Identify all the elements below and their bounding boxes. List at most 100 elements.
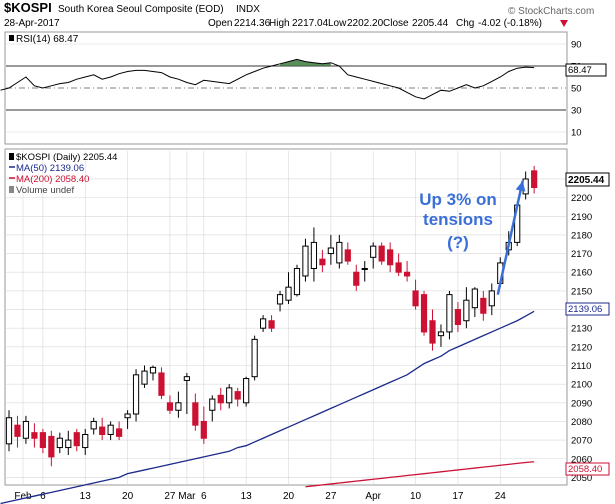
rsi-last-value-tag: 68.47 xyxy=(565,63,607,77)
x-tick-label: 24 xyxy=(495,491,507,502)
close-value: 2205.44 xyxy=(412,18,449,29)
candle xyxy=(463,287,470,329)
y-tick-label: 2150 xyxy=(571,286,592,297)
x-tick-label: 13 xyxy=(80,491,92,502)
candle xyxy=(200,406,207,444)
y-tick-label: 2120 xyxy=(571,342,592,353)
candle xyxy=(412,279,419,310)
volume-legend-swatch xyxy=(9,186,14,193)
y-tick-label: 2110 xyxy=(571,361,591,372)
candle xyxy=(90,417,97,435)
candle xyxy=(336,234,343,269)
candle xyxy=(116,421,123,441)
watermark: © StockCharts.com xyxy=(508,6,594,17)
ma200-line xyxy=(305,461,535,488)
candle xyxy=(268,315,275,332)
y-tick-label: 2180 xyxy=(571,230,592,241)
candle xyxy=(531,165,538,194)
candle xyxy=(73,428,80,452)
open-label: Open xyxy=(208,18,232,29)
candle xyxy=(65,430,72,456)
candle xyxy=(437,324,445,347)
candle xyxy=(141,365,148,388)
candle xyxy=(319,249,326,273)
open-value: 2214.36 xyxy=(234,18,271,29)
low-label: Low xyxy=(328,18,347,29)
ma50-line xyxy=(0,310,535,504)
candle xyxy=(14,415,21,448)
y-tick-label: 2170 xyxy=(571,249,592,260)
candle xyxy=(158,367,165,400)
x-tick-label: 20 xyxy=(283,491,295,502)
candle xyxy=(5,410,13,452)
ma50-value-tag: 2139.06 xyxy=(565,302,610,316)
annotation-line-3: (?) xyxy=(447,233,469,252)
candle xyxy=(175,391,182,418)
header-date: 28-Apr-2017 xyxy=(4,18,60,29)
svg-text:2205.44: 2205.44 xyxy=(568,175,605,186)
svg-text:2139.06: 2139.06 xyxy=(568,304,602,315)
rsi-line xyxy=(0,58,535,100)
y-tick-label: 2130 xyxy=(571,324,592,335)
candle xyxy=(82,428,89,456)
rsi-tick-label: 10 xyxy=(571,128,582,139)
price-panel-frame xyxy=(4,148,568,486)
candle xyxy=(327,234,334,265)
candle xyxy=(310,227,318,282)
rsi-tick-label: 90 xyxy=(571,40,582,51)
annotation-arrow xyxy=(496,180,526,295)
x-tick-label: 17 xyxy=(452,491,464,502)
y-tick-label: 2070 xyxy=(571,436,592,447)
rsi-tick-label: 50 xyxy=(571,84,582,95)
candle xyxy=(132,369,140,422)
candle xyxy=(48,430,55,467)
candle xyxy=(480,290,487,321)
candle xyxy=(446,290,453,340)
rsi-tick-label: 30 xyxy=(571,106,582,117)
candle xyxy=(183,372,190,414)
last-price-tag: 2205.44 xyxy=(565,172,610,187)
candle xyxy=(387,242,394,273)
candle xyxy=(471,287,478,317)
price-legend-main: $KOSPI (Daily) 2205.44 xyxy=(16,152,117,163)
volume-legend-label: Volume undef xyxy=(16,185,74,196)
low-value: 2202.20 xyxy=(347,18,384,29)
svg-text:68.47: 68.47 xyxy=(568,65,592,76)
candle xyxy=(192,393,199,431)
candle xyxy=(353,264,360,291)
candle xyxy=(234,387,241,407)
y-tick-label: 2190 xyxy=(571,212,592,223)
candle xyxy=(56,432,63,454)
y-tick-label: 2200 xyxy=(571,193,592,204)
y-tick-label: 2090 xyxy=(571,398,592,409)
annotation-line-1: Up 3% on xyxy=(419,190,496,209)
chg-label: Chg xyxy=(456,18,474,29)
x-tick-label: 13 xyxy=(241,491,253,502)
candle xyxy=(370,242,377,269)
candle xyxy=(243,376,250,407)
candle xyxy=(22,415,30,444)
candle xyxy=(403,261,411,282)
candle xyxy=(166,395,174,414)
x-tick-label: 27 xyxy=(325,491,337,502)
chg-value: -4.02 (-0.18%) xyxy=(478,18,542,29)
x-tick-label: Apr xyxy=(365,491,381,502)
y-tick-label: 2080 xyxy=(571,417,592,428)
ma200-value-tag: 2058.40 xyxy=(565,462,610,476)
candle xyxy=(226,384,233,409)
high-label: High xyxy=(269,18,290,29)
candle xyxy=(488,283,495,316)
x-tick-label: 6 xyxy=(201,491,207,502)
ma200-legend-label: MA(200) 2058.40 xyxy=(16,174,89,185)
y-tick-label: 2060 xyxy=(571,454,592,465)
candle xyxy=(107,421,114,441)
price-legend-swatch xyxy=(9,153,14,160)
rsi-overbought-fill xyxy=(280,59,331,66)
candle xyxy=(454,302,462,332)
candle xyxy=(285,272,292,304)
candle xyxy=(429,309,436,351)
candle xyxy=(260,315,267,332)
y-tick-label: 2160 xyxy=(571,268,592,279)
candle xyxy=(302,238,309,282)
